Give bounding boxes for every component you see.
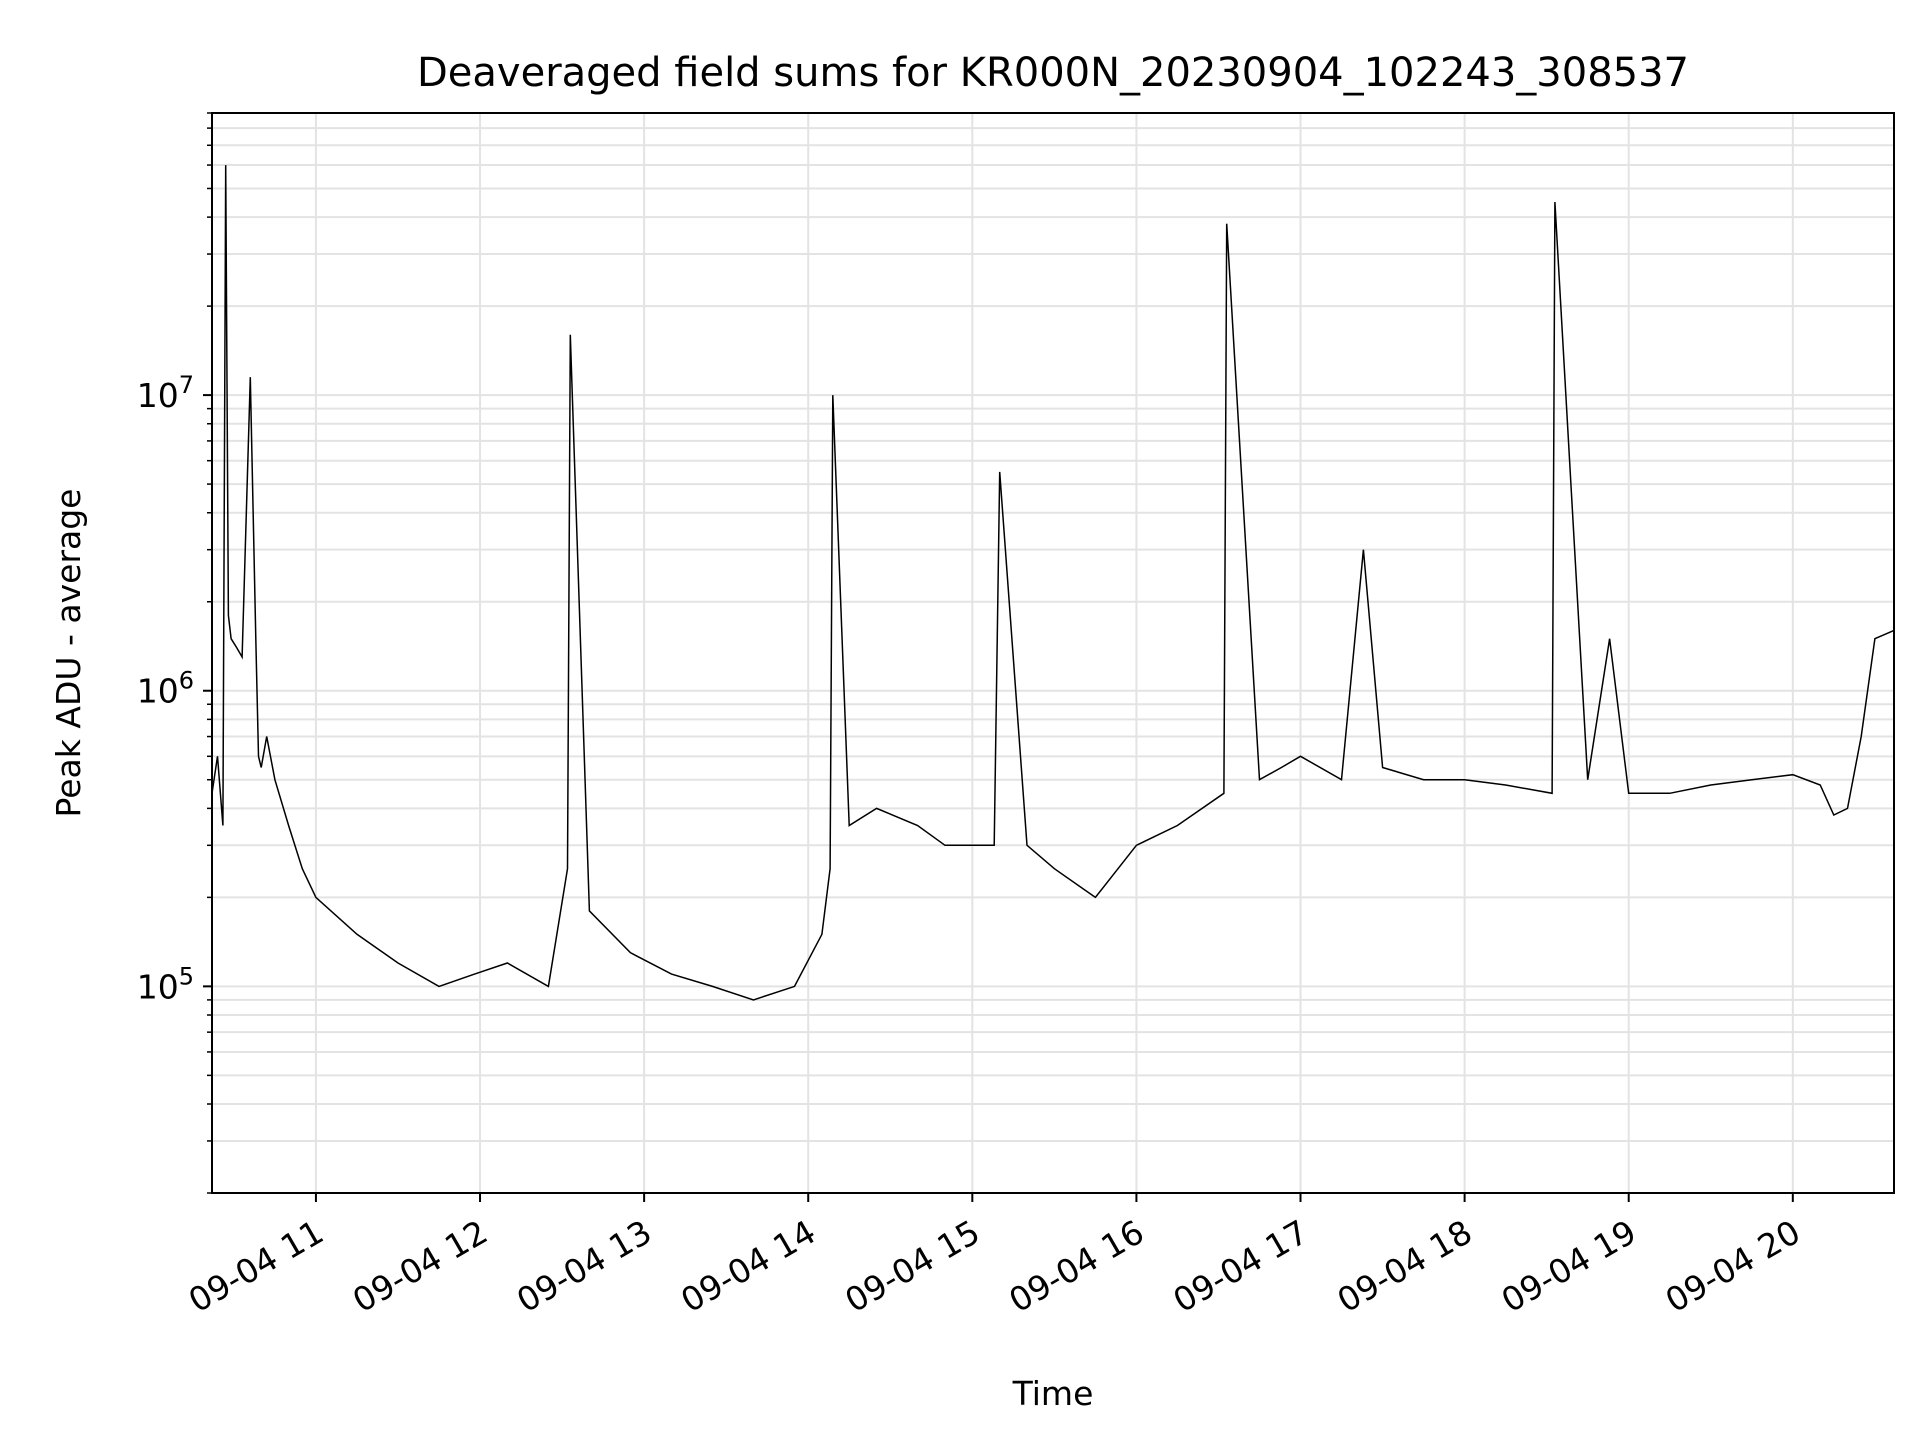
x-tick-label: 09-04 18 [1331,1212,1479,1320]
x-axis-label: Time [1012,1374,1094,1413]
x-tick-label: 09-04 12 [346,1212,494,1320]
x-tick-label: 09-04 16 [1002,1212,1150,1320]
x-tick-label: 09-04 13 [510,1212,658,1320]
x-tick-label: 09-04 11 [182,1212,330,1320]
x-tick-label: 09-04 20 [1659,1212,1807,1320]
y-tick-label: 107 [137,371,194,415]
x-tick-label: 09-04 14 [674,1212,822,1320]
data-series-line [211,165,1895,1001]
y-tick-label: 105 [137,962,194,1006]
grid [212,112,1894,1194]
x-tick-label: 09-04 19 [1495,1212,1643,1320]
series-layer [211,165,1895,1001]
x-tick-label: 09-04 15 [838,1212,986,1320]
y-tick-label: 106 [137,667,194,711]
x-tick-label: 09-04 17 [1167,1212,1315,1320]
plot-frame [211,112,1895,1194]
y-axis-label: Peak ADU - average [49,489,88,818]
chart-title: Deaveraged field sums for KR000N_2023090… [417,50,1689,96]
